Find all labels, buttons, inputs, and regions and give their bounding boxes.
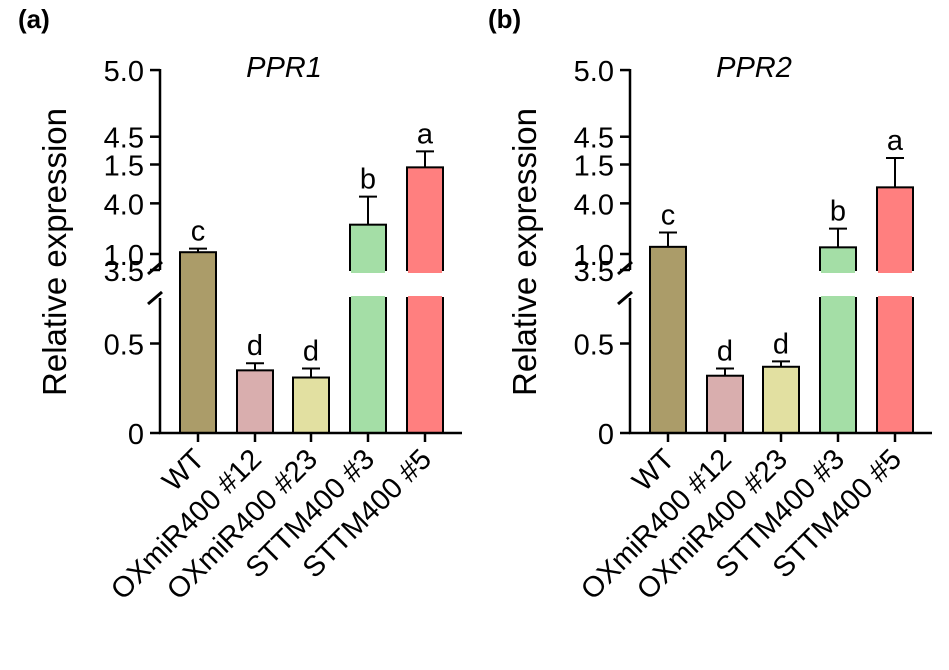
axis-break-mark-lower bbox=[147, 290, 163, 306]
panel-label: (a) bbox=[18, 4, 50, 34]
y-axis-label: Relative expression bbox=[506, 108, 543, 396]
y-tick-label-upper-0: 3.5 bbox=[104, 256, 144, 288]
bar-4-lower bbox=[876, 297, 914, 434]
bar-3-lower bbox=[349, 297, 387, 434]
significance-label-1: d bbox=[717, 336, 733, 368]
y-tick-label-lower-3: 1.5 bbox=[104, 151, 144, 183]
significance-label-4: a bbox=[417, 118, 434, 150]
bar-4-break-cover-top bbox=[408, 269, 442, 273]
bar-1 bbox=[236, 369, 274, 435]
significance-label-4: a bbox=[887, 125, 904, 157]
y-tick-label-lower-2: 1.0 bbox=[574, 240, 614, 272]
bar-3-break-cover-top bbox=[351, 269, 385, 273]
y-tick-label-upper-1: 4.0 bbox=[574, 189, 614, 221]
y-tick-label-lower-0: 0 bbox=[128, 419, 144, 451]
significance-label-2: d bbox=[303, 336, 319, 368]
y-tick-label-upper-1: 4.0 bbox=[104, 189, 144, 221]
bar-4-lower bbox=[406, 297, 444, 434]
y-tick-label-lower-2: 1.0 bbox=[104, 240, 144, 272]
y-tick-label-upper-2: 4.5 bbox=[574, 123, 614, 155]
bar-4-upper bbox=[406, 166, 444, 271]
significance-label-0: c bbox=[191, 216, 206, 248]
bar-4-break-cover-bottom bbox=[878, 296, 912, 300]
significance-label-3: b bbox=[360, 164, 376, 196]
bar-3-lower bbox=[819, 297, 857, 434]
bar-3-gap bbox=[348, 273, 388, 296]
bar-4-break-cover-top bbox=[878, 269, 912, 273]
y-tick-label-upper-3: 5.0 bbox=[574, 56, 614, 88]
bar-3-upper bbox=[349, 223, 387, 271]
y-tick-label-lower-3: 1.5 bbox=[574, 151, 614, 183]
y-tick-label-upper-3: 5.0 bbox=[104, 56, 144, 88]
bar-3-break-cover-bottom bbox=[351, 296, 385, 300]
axis-break-mark-lower bbox=[617, 290, 633, 306]
axis-break-mark-upper bbox=[147, 260, 163, 276]
bar-0 bbox=[179, 251, 217, 434]
y-axis-label: Relative expression bbox=[36, 108, 73, 396]
y-tick-label-lower-0: 0 bbox=[598, 419, 614, 451]
bar-4-gap bbox=[875, 273, 915, 296]
panel-label: (b) bbox=[488, 4, 521, 34]
bar-1 bbox=[706, 374, 744, 434]
bar-2 bbox=[762, 365, 800, 434]
y-tick-label-upper-0: 3.5 bbox=[574, 256, 614, 288]
bar-2 bbox=[292, 376, 330, 435]
bar-3-upper bbox=[819, 246, 857, 272]
bar-3-break-cover-bottom bbox=[821, 296, 855, 300]
chart-title: PPR2 bbox=[716, 52, 792, 84]
significance-label-3: b bbox=[830, 196, 846, 228]
significance-label-1: d bbox=[247, 330, 263, 362]
bar-0 bbox=[649, 245, 687, 434]
bar-4-upper bbox=[876, 186, 914, 272]
bar-3-gap bbox=[818, 273, 858, 296]
bar-4-break-cover-bottom bbox=[408, 296, 442, 300]
significance-label-0: c bbox=[661, 200, 676, 232]
significance-label-2: d bbox=[773, 328, 789, 360]
bar-3-break-cover-top bbox=[821, 269, 855, 273]
axis-break-mark-upper bbox=[617, 260, 633, 276]
chart-title: PPR1 bbox=[246, 52, 322, 84]
y-tick-label-lower-1: 0.5 bbox=[574, 330, 614, 362]
y-tick-label-upper-2: 4.5 bbox=[104, 123, 144, 155]
bar-4-gap bbox=[405, 273, 445, 296]
y-tick-label-lower-1: 0.5 bbox=[104, 330, 144, 362]
